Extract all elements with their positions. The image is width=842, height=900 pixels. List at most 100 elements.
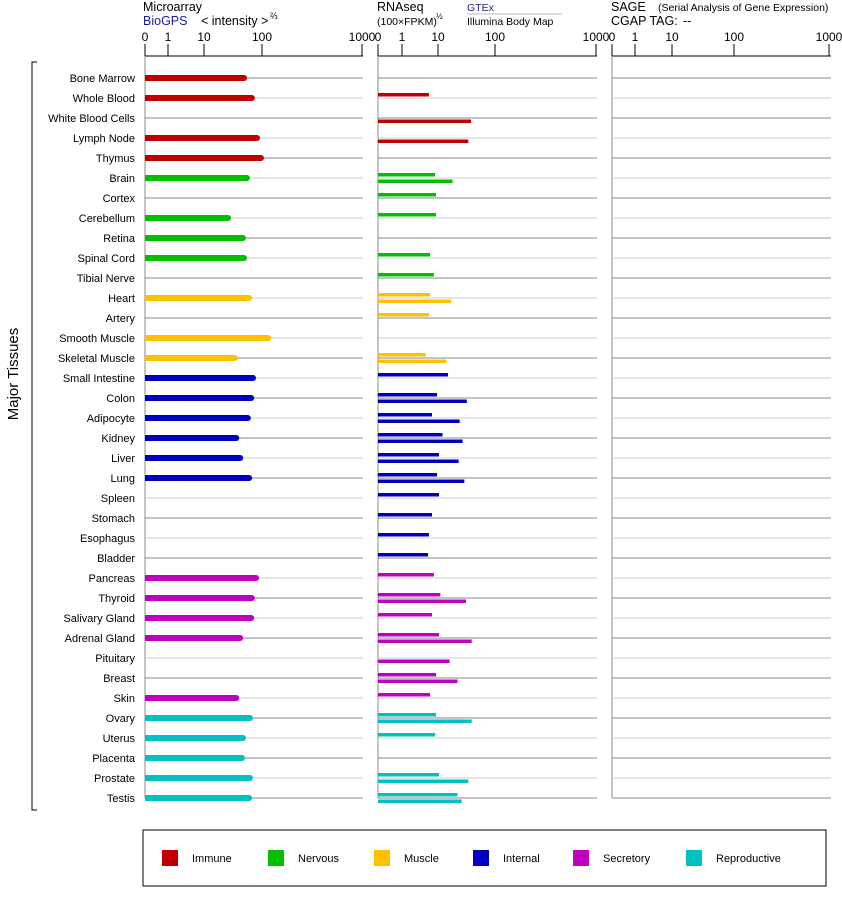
microarray-bar-end (238, 755, 245, 761)
gtex-bar (378, 453, 439, 457)
microarray-bar (145, 75, 245, 81)
legend-label-immune: Immune (192, 853, 232, 865)
microarray-bar-end (253, 575, 260, 581)
tissue-label: Skin (114, 693, 135, 705)
gtex-bar (378, 693, 431, 697)
microarray-bar (145, 615, 252, 621)
tissue-label: Prostate (94, 773, 135, 785)
microarray-bar-end (237, 635, 244, 641)
legend-label-secretory: Secretory (603, 853, 651, 865)
microarray-bar-end (246, 475, 253, 481)
microarray-title: Microarray (143, 0, 203, 14)
gtex-bar (378, 393, 438, 397)
microarray-bar (145, 475, 250, 481)
microarray-bar-end (237, 455, 244, 461)
tissue-label: Spleen (101, 493, 135, 505)
gtex-bar (378, 433, 443, 437)
illumina-bar (378, 419, 460, 423)
legend-label-muscle: Muscle (404, 853, 439, 865)
microarray-bar (145, 215, 229, 221)
sage-tick-label: 100 (724, 30, 744, 44)
gtex-bar (378, 353, 426, 357)
gtex-bar (378, 493, 439, 497)
microarray-bar (145, 335, 269, 341)
microarray-bar (145, 235, 243, 241)
tissue-label: Testis (107, 793, 136, 805)
legend-swatch-muscle (374, 850, 390, 866)
gtex-bar (378, 533, 429, 537)
illumina-bar (378, 659, 450, 663)
gtex-bar (378, 473, 438, 477)
microarray-bar-end (233, 435, 240, 441)
microarray-bar-end (244, 415, 251, 421)
tissue-label: Placenta (92, 753, 136, 765)
illumina-bar (378, 779, 469, 783)
rnaseq-title: RNAseq (377, 0, 424, 14)
gtex-link: GTEx (467, 2, 495, 14)
microarray-bar-end (239, 735, 246, 741)
tissue-label: Pancreas (89, 573, 136, 585)
microarray-tick-label: 1 (165, 30, 172, 44)
microarray-bar (145, 455, 241, 461)
rnaseq-tick-label: 1 (399, 30, 406, 44)
rnaseq-tick-label: 10 (431, 30, 445, 44)
tissue-label: Bone Marrow (70, 73, 135, 85)
microarray-bar-end (246, 775, 253, 781)
microarray-bar (145, 775, 250, 781)
tissue-label: Retina (103, 233, 136, 245)
tissue-label: Smooth Muscle (59, 333, 135, 345)
tissue-label: Artery (106, 313, 136, 325)
legend-label-reproductive: Reproductive (716, 853, 781, 865)
rnaseq-exponent: ½ (436, 12, 443, 21)
gtex-bar (378, 373, 449, 377)
illumina-bar (378, 139, 469, 143)
tissue-label: Liver (111, 453, 135, 465)
microarray-bar (145, 295, 250, 301)
tissue-label: Thyroid (98, 593, 135, 605)
illumina-bar (378, 439, 463, 443)
legend-swatch-immune (162, 850, 178, 866)
tissue-label: Lung (111, 473, 135, 485)
tissue-label: Stomach (92, 513, 135, 525)
legend-swatch-internal (473, 850, 489, 866)
microarray-bar (145, 135, 258, 141)
sage-tick-label: 0 (609, 30, 616, 44)
gtex-bar (378, 193, 437, 197)
rnaseq-tick-label: 1000 (583, 30, 610, 44)
sage-tick-label: 10 (665, 30, 679, 44)
cgap-tag-label: CGAP TAG: (611, 14, 678, 28)
tissue-label: Salivary Gland (63, 613, 135, 625)
tissue-label: Adrenal Gland (65, 633, 135, 645)
illumina-bar (378, 799, 462, 803)
tissue-label: Small Intestine (63, 373, 135, 385)
gtex-bar (378, 293, 431, 297)
illumina-bar (378, 299, 452, 303)
rnaseq-unit: (100×FPKM) (377, 16, 437, 28)
illumina-bar (378, 639, 472, 643)
microarray-bar (145, 635, 241, 641)
microarray-bar (145, 695, 237, 701)
microarray-bar-end (248, 95, 255, 101)
gtex-bar (378, 793, 458, 797)
tissue-label: White Blood Cells (48, 113, 135, 125)
microarray-bar (145, 255, 245, 261)
microarray-tick-label: 1000 (349, 30, 376, 44)
microarray-bar-end (225, 215, 232, 221)
microarray-bar-end (233, 695, 240, 701)
sage-subtitle: (Serial Analysis of Gene Expression) (658, 2, 828, 14)
tissue-label: Bladder (97, 553, 135, 565)
microarray-bar-end (246, 295, 253, 301)
microarray-bar-end (250, 375, 257, 381)
tissue-label: Heart (108, 293, 135, 305)
gtex-bar (378, 93, 429, 97)
gtex-bar (378, 513, 432, 517)
microarray-bar-end (241, 255, 248, 261)
microarray-bar (145, 415, 248, 421)
microarray-bar (145, 595, 252, 601)
illumina-bar (378, 599, 467, 603)
gtex-bar (378, 573, 434, 577)
tissue-label: Thymus (96, 153, 136, 165)
microarray-bar (145, 175, 247, 181)
microarray-bar (145, 155, 261, 161)
microarray-bar (145, 95, 252, 101)
